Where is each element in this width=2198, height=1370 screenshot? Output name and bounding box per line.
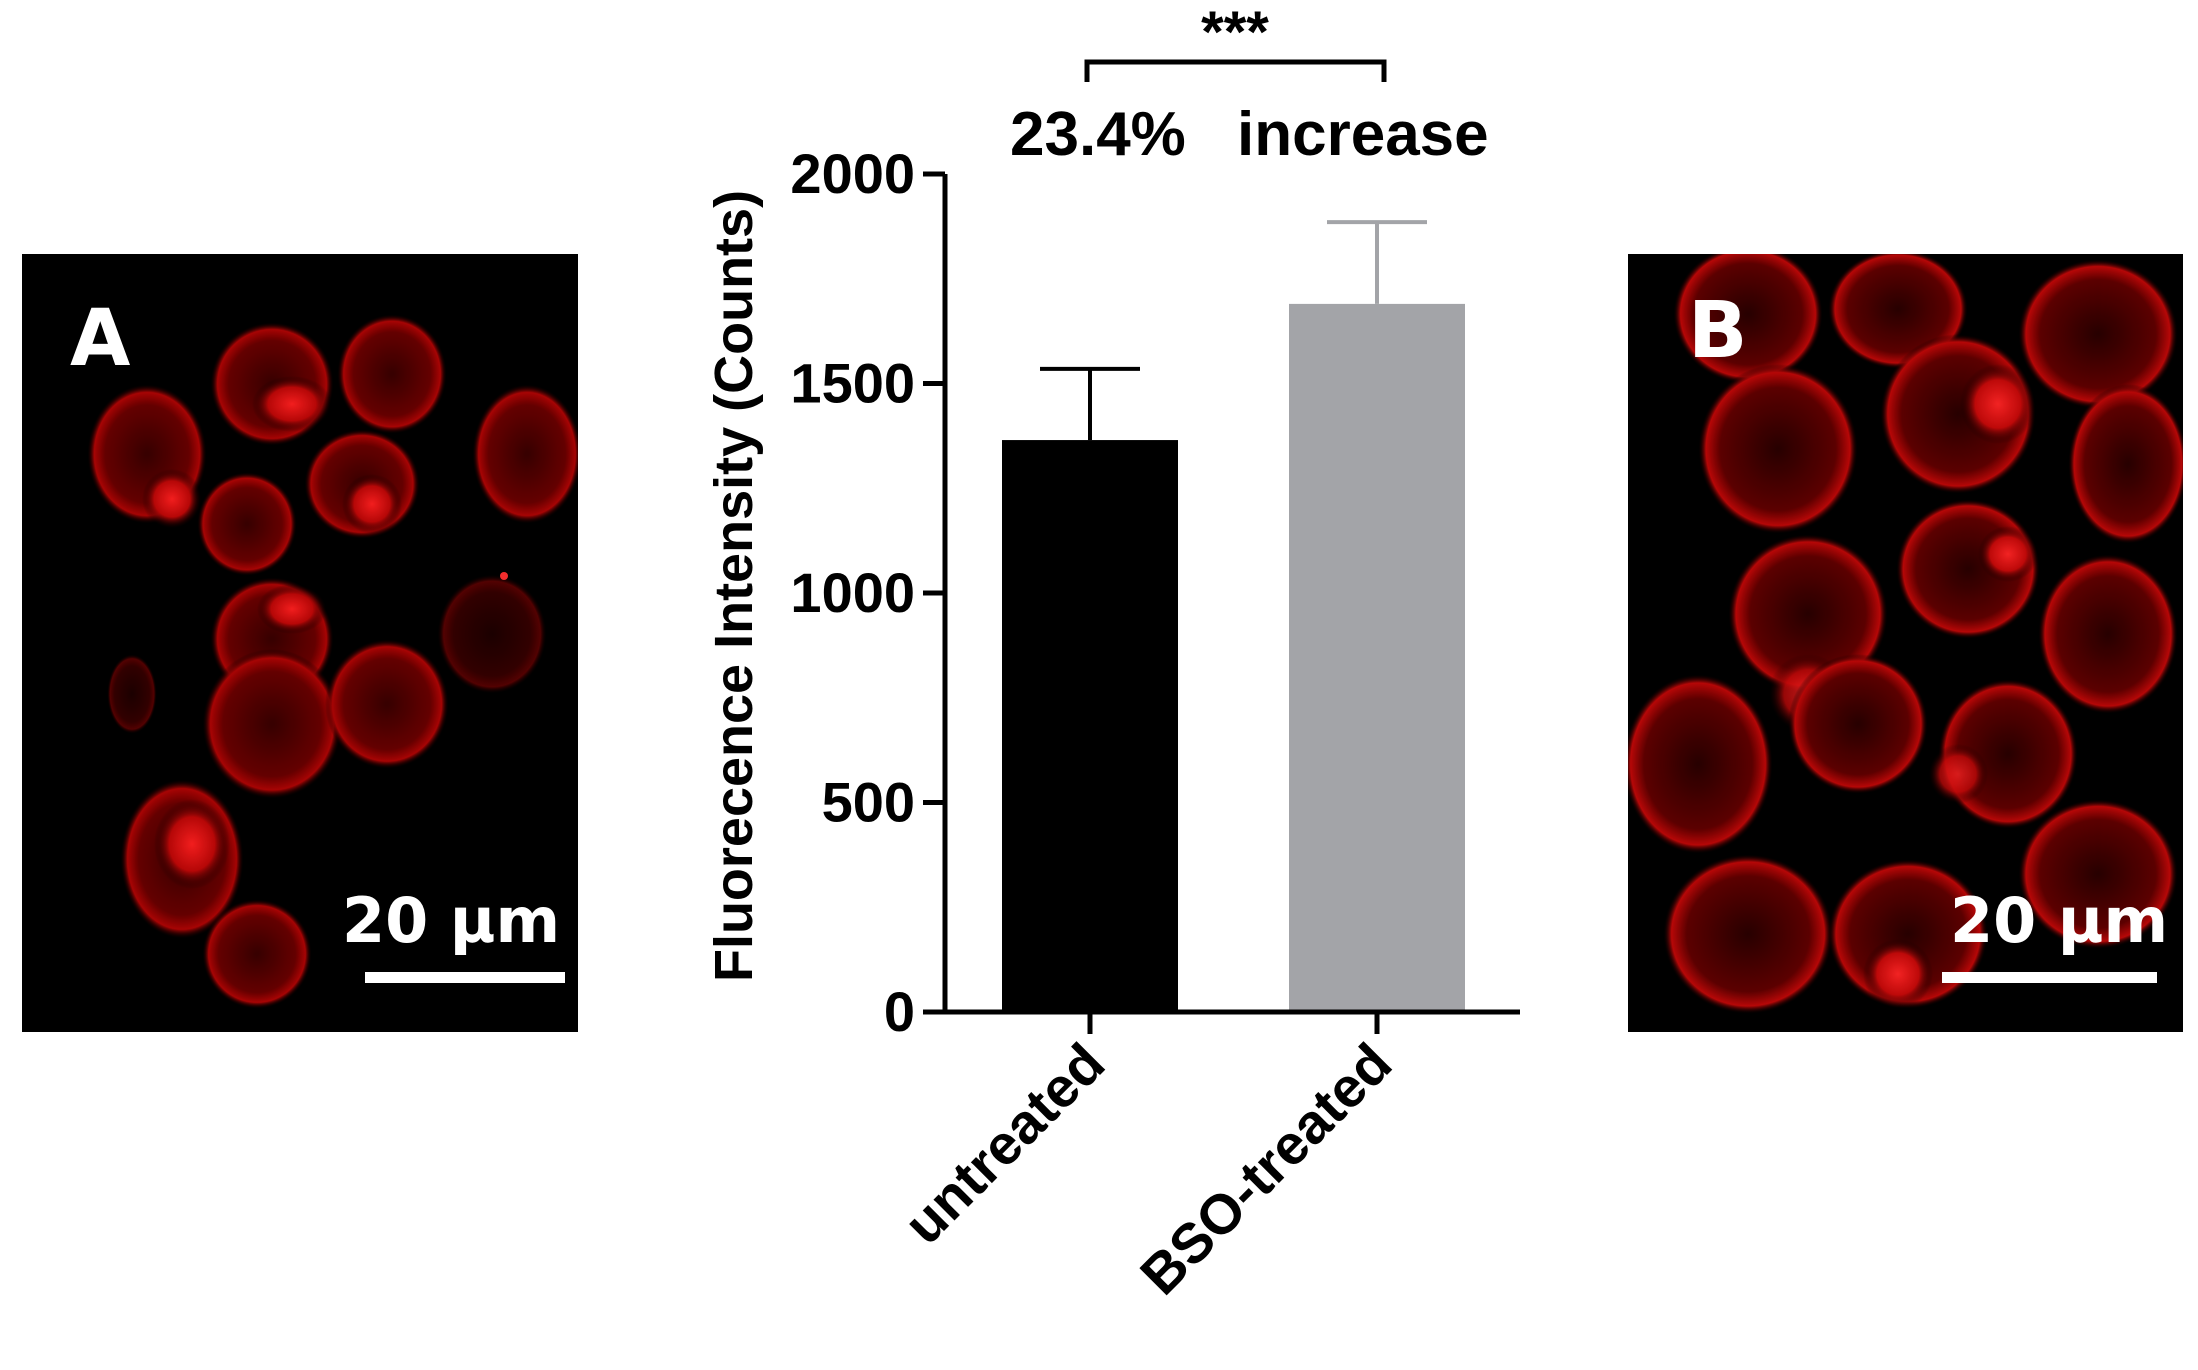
bar-untreated [1002, 440, 1178, 1012]
significance-bracket-line [1084, 59, 1387, 82]
y-ticks-group: 0 500 1000 1500 2000 [790, 142, 945, 1043]
significance-stars: *** [1201, 0, 1269, 65]
micrograph-b-image [1628, 254, 2183, 1014]
panel-label-a: A [70, 294, 131, 384]
y-tick-label-500: 500 [822, 771, 915, 834]
scale-bar-a [365, 972, 565, 983]
y-axis-label: Fluorecence Intensity (Counts) [704, 190, 764, 982]
x-tick-label-untreated: untreated [892, 1031, 1117, 1256]
error-bars-group [1040, 220, 1427, 441]
y-tick-label-1000: 1000 [790, 561, 915, 624]
scale-bar-label-a: 20 µm [342, 884, 561, 957]
micrograph-panel-b: B 20 µm [1628, 254, 2183, 1032]
panel-label-b: B [1688, 286, 1748, 376]
percent-increase-value: 23.4% [1010, 100, 1186, 169]
percent-increase-word: increase [1237, 100, 1489, 169]
x-ticks-group: untreated BSO-treated [892, 1012, 1404, 1307]
micrograph-a-image [87, 314, 578, 1009]
x-tick-label-bso-treated: BSO-treated [1128, 1031, 1404, 1307]
scale-bar-label-b: 20 µm [1950, 884, 2169, 957]
micrograph-panel-a: A 20 µm [22, 254, 578, 1032]
y-tick-label-1500: 1500 [790, 352, 915, 415]
y-tick-label-0: 0 [884, 980, 915, 1043]
bar-bso-treated [1289, 303, 1465, 1012]
bars-group [1002, 303, 1465, 1012]
scale-bar-b [1942, 972, 2157, 983]
significance-bracket [1084, 59, 1387, 82]
y-tick-label-2000: 2000 [790, 142, 915, 205]
